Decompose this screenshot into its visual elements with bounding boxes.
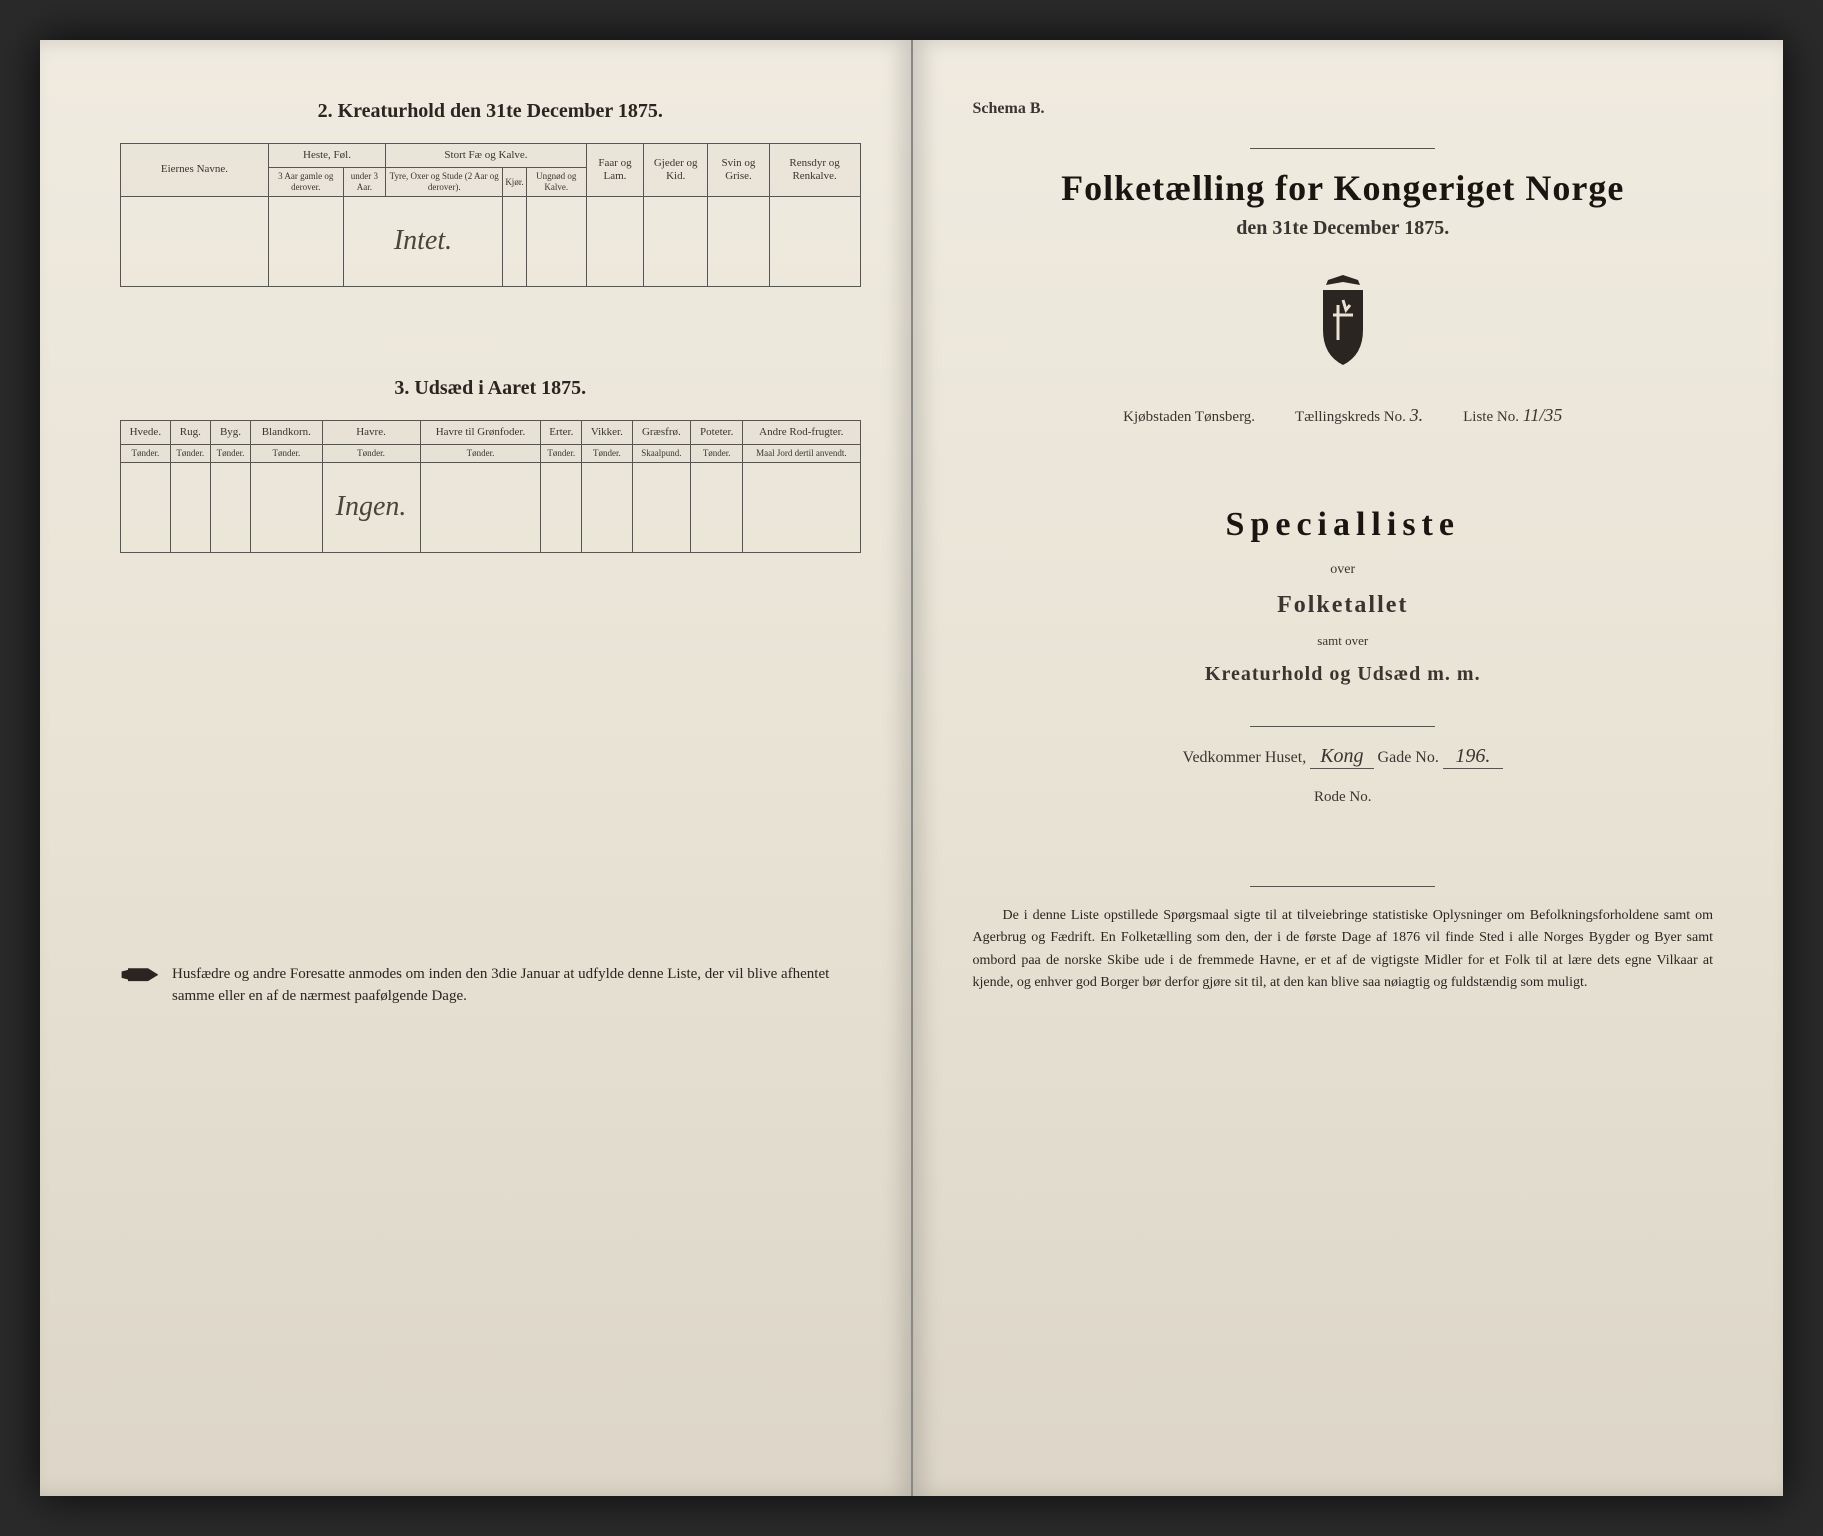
cell-pigs [708,196,769,286]
census-title: Folketælling for Kongeriget Norge [973,167,1714,209]
sowing-cell [632,462,691,552]
sowing-col-unit: Maal Jord dertil anvendt. [743,444,860,462]
sowing-cell [582,462,632,552]
divider [1250,148,1435,149]
list-value: 11/35 [1523,405,1563,425]
sowing-col-unit: Tønder. [251,444,322,462]
house-info: Vedkommer Huset, Kong Gade No. 196. [973,745,1714,769]
sowing-cell [541,462,582,552]
document-spread: 2. Kreaturhold den 31te December 1875. E… [40,40,1783,1496]
sowing-cell [743,462,860,552]
sowing-cell [420,462,541,552]
sowing-col-header: Havre. [322,420,420,444]
livestock-table: Eiernes Navne. Heste, Føl. Stort Fæ og K… [120,143,861,287]
sowing-col-unit: Tønder. [322,444,420,462]
sowing-col-unit: Tønder. [210,444,250,462]
col-pigs: Svin og Grise. [708,144,769,197]
over-text: over [973,562,1714,578]
district-value: 3. [1410,405,1424,425]
sowing-col-header: Byg. [210,420,250,444]
house-label: Vedkommer Huset, [1183,749,1307,766]
sowing-col-unit: Tønder. [691,444,743,462]
section3-title: 3. Udsæd i Aaret 1875. [120,377,861,400]
sowing-cell [121,462,171,552]
cell-owner [121,196,269,286]
sowing-cell [210,462,250,552]
footer-instruction: Husfædre og andre Foresatte anmodes om i… [120,963,861,1008]
sowing-col-unit: Tønder. [420,444,541,462]
kreaturhold-title: Kreaturhold og Udsæd m. m. [973,663,1714,686]
sowing-col-unit: Tønder. [541,444,582,462]
district-info: Kjøbstaden Tønsberg. Tællingskreds No. 3… [973,405,1714,426]
sowing-col-header: Vikker. [582,420,632,444]
sub-horse-2: under 3 Aar. [343,168,385,197]
street-name: Kong [1310,745,1373,769]
cell-c2 [503,196,526,286]
sowing-col-header: Poteter. [691,420,743,444]
col-group-horses: Heste, Føl. [268,144,385,168]
sowing-col-header: Erter. [541,420,582,444]
col-owner-name: Eiernes Navne. [121,144,269,197]
cell-h1 [268,196,343,286]
cell-sheep [586,196,643,286]
sowing-cell [251,462,322,552]
sowing-col-header: Havre til Grønfoder. [420,420,541,444]
pointing-hand-icon [120,963,160,988]
col-reindeer: Rensdyr og Renkalve. [769,144,860,197]
cell-c3 [526,196,586,286]
sowing-col-header: Blandkorn. [251,420,322,444]
house-number: 196. [1443,745,1503,769]
section2-title: 2. Kreaturhold den 31te December 1875. [120,100,861,123]
sowing-col-unit: Tønder. [170,444,210,462]
specialliste-title: Specialliste [973,506,1714,544]
sub-cattle-3: Ungnød og Kalve. [526,168,586,197]
coat-of-arms-icon [973,270,1714,375]
sub-cattle-1: Tyre, Oxer og Stude (2 Aar og derover). [386,168,503,197]
left-page: 2. Kreaturhold den 31te December 1875. E… [40,40,913,1496]
district-label: Tællingskreds No. [1295,409,1406,425]
handwritten-intet: Intet. [343,196,503,286]
cell-goats [644,196,708,286]
census-date: den 31te December 1875. [973,217,1714,240]
sowing-cell: Ingen. [322,462,420,552]
footer-text: Husfædre og andre Foresatte anmodes om i… [172,963,861,1008]
divider-3 [1250,886,1435,887]
col-group-cattle: Stort Fæ og Kalve. [386,144,587,168]
list-label: Liste No. [1463,409,1519,425]
right-page: Schema B. Folketælling for Kongeriget No… [913,40,1784,1496]
sowing-col-header: Hvede. [121,420,171,444]
divider-2 [1250,726,1435,727]
sowing-col-header: Græsfrø. [632,420,691,444]
sub-horse-1: 3 Aar gamle og derover. [268,168,343,197]
sowing-col-header: Rug. [170,420,210,444]
sowing-col-unit: Skaalpund. [632,444,691,462]
sub-cattle-2: Kjør. [503,168,526,197]
sowing-cell [170,462,210,552]
rode-label: Rode No. [973,789,1714,806]
street-label: Gade No. [1378,749,1439,766]
samt-text: samt over [973,633,1714,649]
cell-reindeer [769,196,860,286]
sowing-table: Hvede.Rug.Byg.Blandkorn.Havre.Havre til … [120,420,861,553]
sowing-col-unit: Tønder. [582,444,632,462]
sowing-col-unit: Tønder. [121,444,171,462]
col-goats: Gjeder og Kid. [644,144,708,197]
town-label: Kjøbstaden Tønsberg. [1123,409,1255,426]
explanatory-paragraph: De i denne Liste opstillede Spørgsmaal s… [973,905,1714,995]
schema-label: Schema B. [973,100,1714,118]
folketallet-title: Folketallet [973,592,1714,619]
col-sheep: Faar og Lam. [586,144,643,197]
sowing-col-header: Andre Rod-frugter. [743,420,860,444]
sowing-cell [691,462,743,552]
